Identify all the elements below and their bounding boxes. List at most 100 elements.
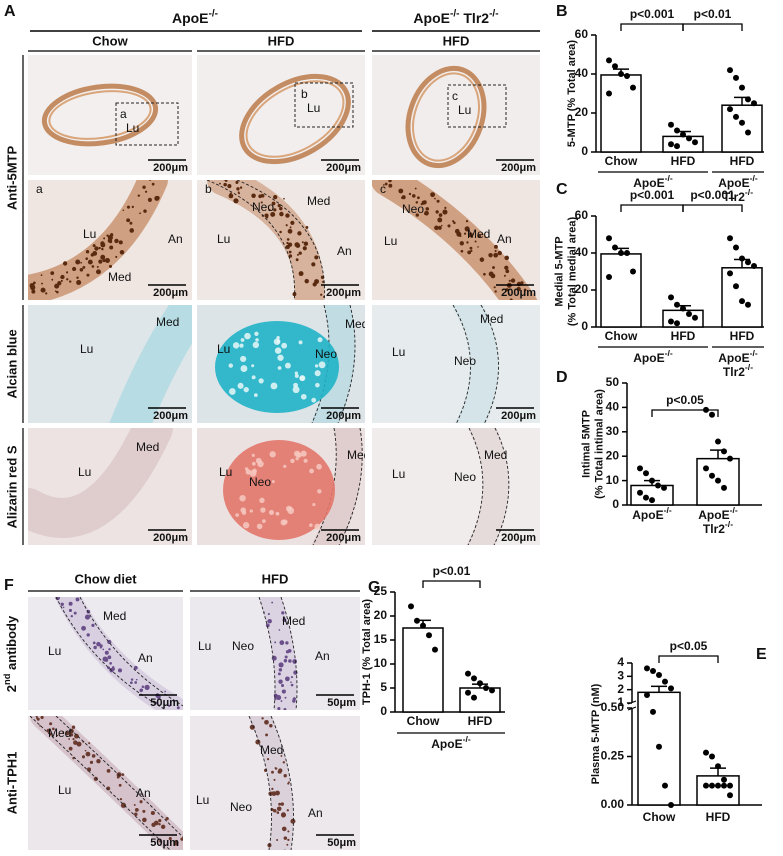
y-tick-label: 3: [617, 669, 624, 683]
chondrocyte: [317, 489, 322, 494]
chondrocyte: [242, 521, 250, 529]
cell: [109, 662, 112, 665]
y-axis-label-part: (% Total intimal area): [593, 389, 605, 499]
group-header-part: ApoE: [172, 10, 209, 26]
cell: [141, 685, 145, 689]
region-label: Med: [480, 312, 503, 326]
cell: [139, 688, 143, 693]
region-label: Med: [260, 743, 283, 757]
group-header: ApoE-/- Tlr2-/-: [413, 8, 498, 26]
chondrocyte: [240, 365, 248, 373]
data-point: [739, 119, 745, 126]
chondrocyte: [243, 386, 249, 393]
cell: [288, 781, 290, 784]
region-label: An: [497, 232, 512, 246]
cell: [183, 842, 188, 847]
cell: [121, 773, 125, 776]
chondrocyte: [276, 336, 280, 340]
group-header-part: ApoE: [413, 10, 450, 26]
group-label: ApoE-/-: [431, 734, 471, 751]
significance-label: p<0.01: [433, 564, 471, 578]
y-tick-label: 30: [606, 424, 620, 438]
region-label: Lu: [48, 644, 61, 658]
data-point: [709, 782, 715, 789]
significance-bracket: [658, 655, 719, 663]
cell: [437, 217, 443, 223]
cell: [102, 258, 106, 263]
region-label: Lu: [392, 467, 405, 481]
cell: [287, 782, 290, 785]
row-label-part: 2: [4, 685, 19, 692]
group-header: ApoE-/-: [172, 8, 218, 26]
cell: [104, 650, 109, 655]
cell: [239, 186, 243, 189]
cell: [164, 712, 168, 716]
stained-area: [223, 440, 335, 540]
cell: [82, 265, 86, 269]
chondrocyte: [255, 338, 259, 342]
cell: [134, 812, 138, 817]
significance-label: p<0.001: [690, 188, 735, 202]
group-label: ApoE-/-: [633, 173, 673, 190]
micrograph: Lu Neo Med 200μm: [372, 305, 540, 423]
cell: [505, 269, 510, 274]
tissue-band: [311, 428, 363, 545]
chondrocyte: [311, 397, 317, 403]
cell: [251, 193, 256, 198]
region-label: c: [380, 182, 386, 196]
cell: [261, 717, 264, 720]
significance-label: p<0.001: [630, 188, 675, 202]
chondrocyte: [300, 393, 307, 400]
data-point: [637, 489, 643, 496]
cell: [504, 265, 509, 270]
cell: [142, 809, 146, 813]
region-label: Neo: [252, 200, 274, 214]
boundary-line: [248, 716, 272, 850]
chondrocyte: [309, 468, 314, 474]
scale-bar-label: 200μm: [501, 532, 536, 544]
cell: [277, 672, 281, 676]
y-tick-label: 25: [374, 584, 388, 598]
chondrocyte: [283, 464, 287, 469]
cell: [130, 681, 133, 685]
cell: [87, 259, 93, 265]
tissue-band: [30, 716, 183, 850]
vessel-wall-inner: [48, 90, 152, 140]
chondrocyte: [253, 393, 258, 398]
data-point: [703, 749, 709, 756]
cell: [287, 648, 292, 653]
y-tick-label: 15: [374, 632, 388, 646]
cell: [302, 301, 306, 305]
region-label: Lu: [219, 465, 232, 479]
cell: [279, 211, 284, 217]
cell: [110, 233, 113, 236]
data-point: [733, 283, 739, 290]
cell: [285, 213, 290, 218]
cell: [493, 286, 496, 289]
cell: [40, 274, 43, 276]
region-label: Lu: [217, 342, 230, 356]
cell: [133, 665, 138, 670]
cell: [96, 269, 101, 275]
region-label: Lu: [307, 101, 320, 115]
x-tick-label: Chow: [605, 154, 638, 168]
cell: [99, 646, 102, 649]
y-tick-label: 20: [575, 282, 589, 296]
cell: [84, 749, 87, 752]
y-tick-label: 40: [606, 400, 620, 414]
micrograph: c Neo Lu Med An 200μm: [372, 180, 540, 300]
cell: [283, 836, 288, 840]
significance-bracket: [620, 204, 684, 212]
tissue-band: [310, 305, 355, 423]
region-label: An: [337, 244, 352, 258]
region-label: Lu: [126, 121, 139, 135]
panel-letter: F: [4, 577, 14, 594]
chondrocyte: [232, 342, 240, 349]
data-point: [727, 106, 733, 113]
scale-bar-label: 200μm: [326, 532, 361, 544]
data-point: [715, 782, 721, 789]
chondrocyte: [290, 458, 295, 464]
scale-bar-label: 200μm: [153, 287, 188, 299]
data-point: [721, 484, 727, 491]
data-point: [709, 411, 715, 418]
